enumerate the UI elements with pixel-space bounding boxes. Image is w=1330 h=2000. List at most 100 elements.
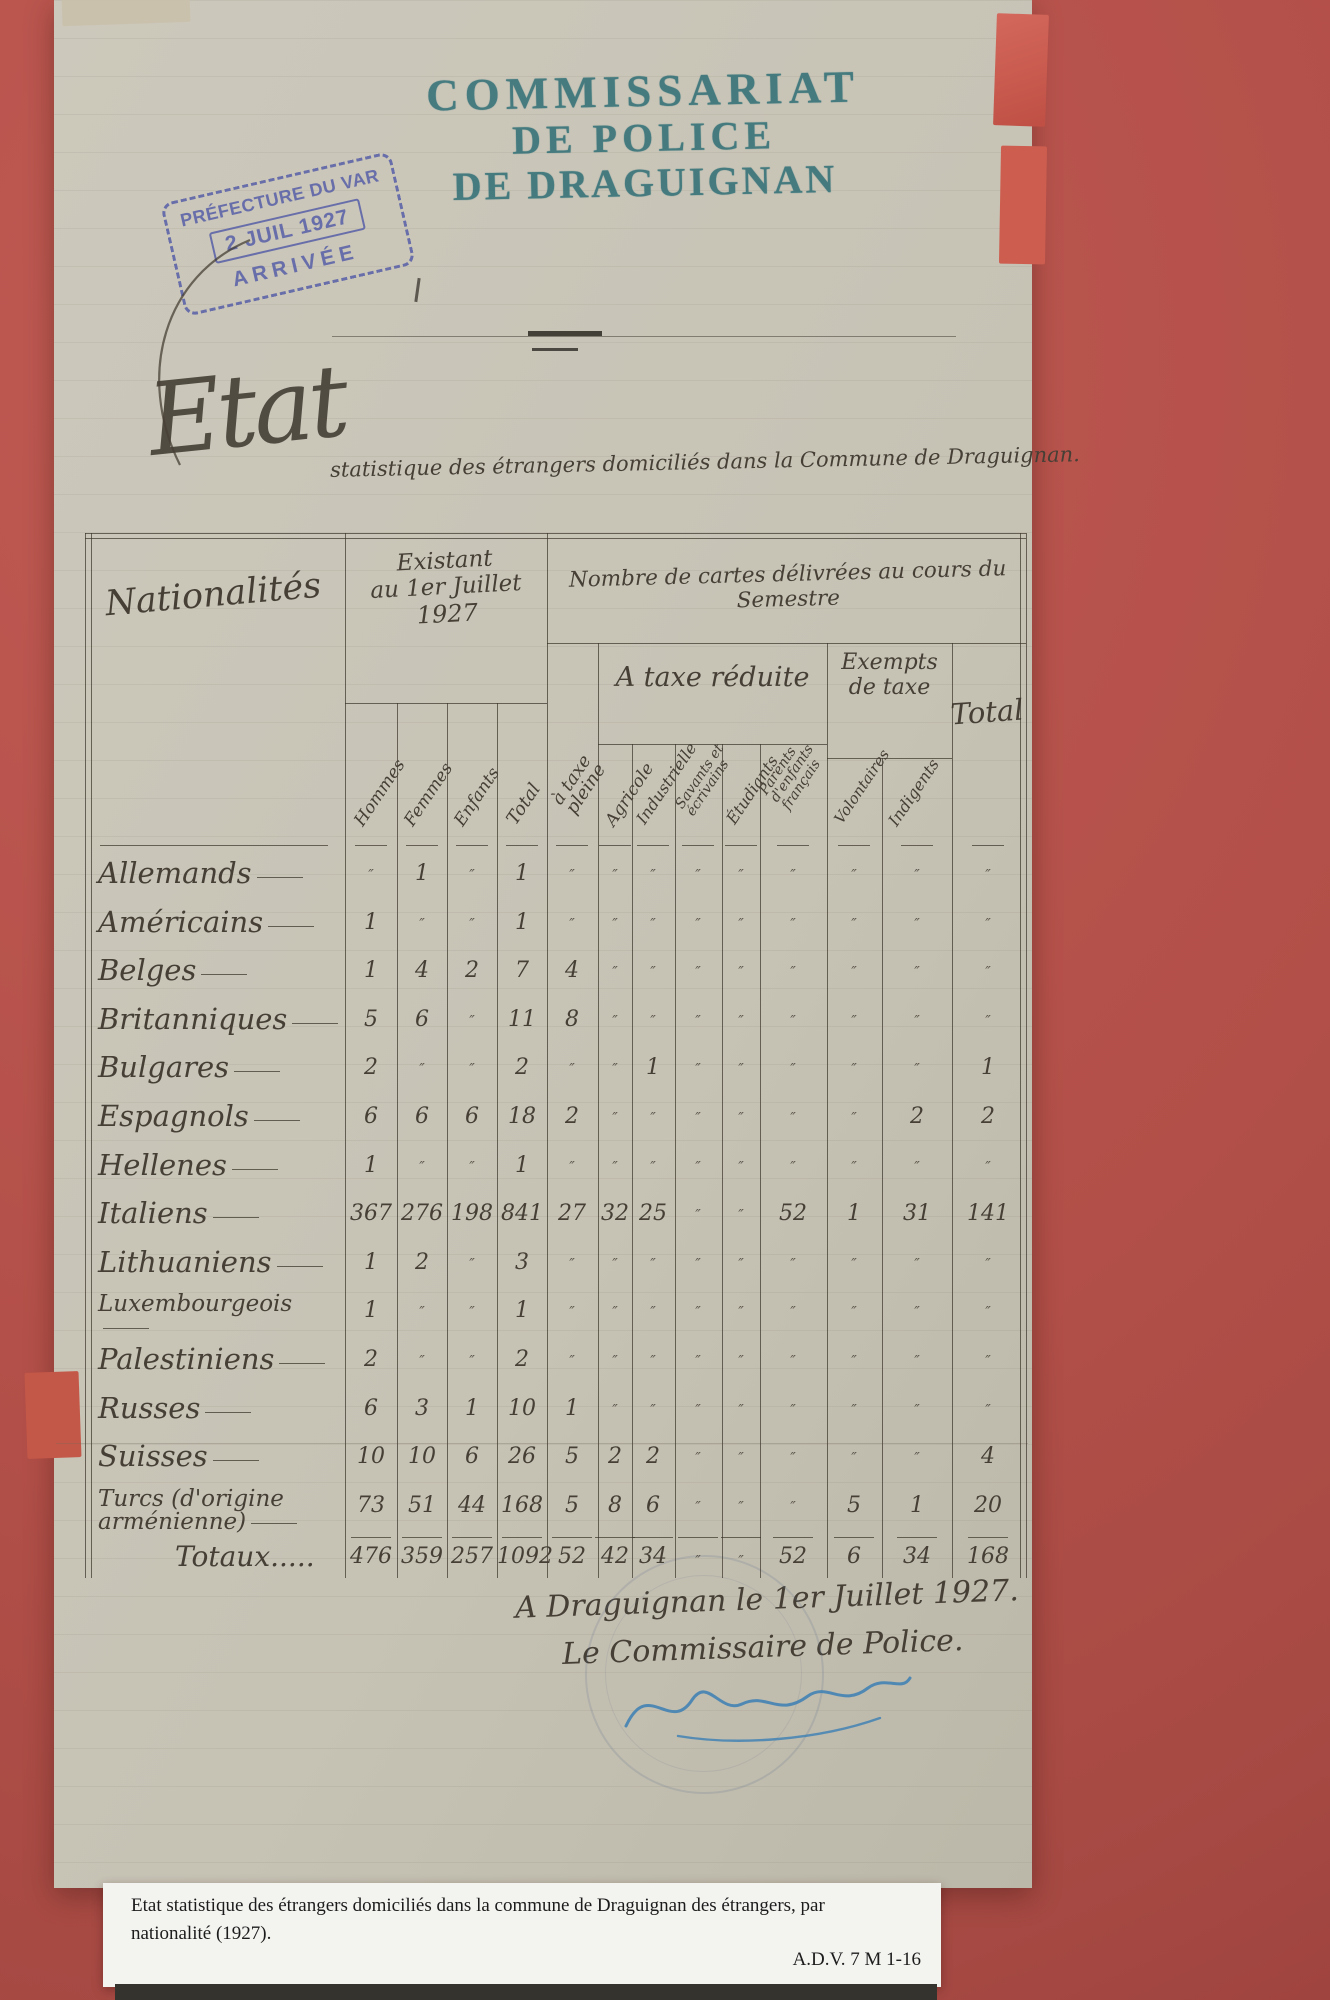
cell-value: 1 xyxy=(515,1298,529,1323)
cell-value: 2 xyxy=(415,1250,429,1275)
cell-value: 32 xyxy=(601,1201,629,1226)
cell-value: ″ xyxy=(790,1109,796,1127)
cell-value: ″ xyxy=(985,1303,991,1321)
header-exempt-line1: Exempts xyxy=(841,650,938,675)
header-underline xyxy=(100,845,328,847)
ink-mark xyxy=(414,277,421,303)
row-label: Espagnols xyxy=(98,1099,300,1133)
cell-value: 1 xyxy=(515,1153,529,1178)
cell-value: ″ xyxy=(650,915,656,933)
header-reduced-tax-group: A taxe réduite xyxy=(615,662,810,693)
cell-value: ″ xyxy=(738,866,744,884)
total-value: 359 xyxy=(401,1544,443,1569)
cell-value: ″ xyxy=(851,963,857,981)
cell-value: ″ xyxy=(419,1060,425,1078)
table-rule-vertical xyxy=(632,744,634,1578)
paper-crease xyxy=(56,1443,1028,1445)
cell-value: ″ xyxy=(738,915,744,933)
table-rule-vertical xyxy=(722,744,724,1578)
total-value: ″ xyxy=(695,1552,701,1570)
cell-value: 8 xyxy=(565,1007,579,1032)
cell-value: ″ xyxy=(469,1012,475,1030)
header-nationalities: Nationalités xyxy=(103,565,323,625)
header-underline xyxy=(406,845,438,847)
cell-value: ″ xyxy=(569,1060,575,1078)
column-header: à taxe pleine xyxy=(547,751,611,819)
cell-value: 7 xyxy=(515,958,529,983)
totals-overline xyxy=(402,1537,442,1539)
thick-dash xyxy=(528,331,602,336)
cell-value: 51 xyxy=(408,1493,436,1518)
cell-value: ″ xyxy=(612,963,618,981)
header-underline xyxy=(637,845,669,847)
cell-value: 5 xyxy=(565,1493,579,1518)
cell-value: 1 xyxy=(415,861,429,886)
cell-value: 10 xyxy=(408,1444,436,1469)
cell-value: 2 xyxy=(515,1347,529,1372)
total-value: 257 xyxy=(451,1544,493,1569)
total-value: 476 xyxy=(350,1544,392,1569)
table-rule-vertical xyxy=(497,703,499,1578)
cell-value: 6 xyxy=(465,1104,479,1129)
totals-overline xyxy=(773,1537,813,1539)
table-rule-horizontal xyxy=(85,533,1026,535)
header-exempt-group: Exempts de taxe xyxy=(827,650,952,700)
cell-value: ″ xyxy=(738,1401,744,1419)
cell-value: ″ xyxy=(612,1352,618,1370)
cell-value: ″ xyxy=(612,1109,618,1127)
header-underline xyxy=(355,845,387,847)
totals-overline xyxy=(502,1537,542,1539)
header-underline xyxy=(599,845,631,847)
cell-value: ″ xyxy=(612,915,618,933)
cell-value: ″ xyxy=(914,1158,920,1176)
cell-value: ″ xyxy=(612,1012,618,1030)
cell-value: 1 xyxy=(465,1396,479,1421)
cell-value: ″ xyxy=(790,866,796,884)
cell-value: ″ xyxy=(914,1012,920,1030)
cell-value: 4 xyxy=(415,958,429,983)
cell-value: 1 xyxy=(565,1396,579,1421)
cell-value: ″ xyxy=(695,1255,701,1273)
header-underline xyxy=(838,845,870,847)
cell-value: ″ xyxy=(985,1255,991,1273)
cell-value: ″ xyxy=(851,866,857,884)
cell-value: 44 xyxy=(458,1493,486,1518)
cell-value: ″ xyxy=(469,1060,475,1078)
totals-overline xyxy=(595,1537,635,1539)
table-rule-vertical xyxy=(882,758,884,1578)
header-underline xyxy=(777,845,809,847)
cell-value: ″ xyxy=(738,1060,744,1078)
table-rule-vertical xyxy=(675,744,677,1578)
cell-value: 1 xyxy=(646,1055,660,1080)
table-rule-horizontal xyxy=(547,643,1026,645)
caption-line1: Etat statistique des étrangers domicilié… xyxy=(131,1895,825,1916)
cell-value: 25 xyxy=(639,1201,667,1226)
cell-value: ″ xyxy=(738,1449,744,1467)
table-rule-vertical xyxy=(1026,533,1028,1578)
cell-value: ″ xyxy=(650,1012,656,1030)
cell-value: ″ xyxy=(469,1352,475,1370)
row-label: Bulgares xyxy=(98,1050,280,1084)
cell-value: ″ xyxy=(914,1352,920,1370)
cell-value: 73 xyxy=(357,1493,385,1518)
cell-value: ″ xyxy=(985,915,991,933)
row-label: Allemands xyxy=(98,856,303,890)
commissariat-stamp-line3: DE DRAGUIGNAN xyxy=(452,156,838,210)
row-label: Hellenes xyxy=(98,1148,278,1182)
cell-value: ″ xyxy=(851,1060,857,1078)
cell-value: ″ xyxy=(650,1158,656,1176)
row-label: Luxembourgeois xyxy=(98,1292,342,1340)
table-rule-horizontal xyxy=(827,758,952,760)
cell-value: ″ xyxy=(695,1109,701,1127)
cell-value: 31 xyxy=(903,1201,931,1226)
cell-value: 6 xyxy=(364,1104,378,1129)
cell-value: ″ xyxy=(569,915,575,933)
cell-value: 1 xyxy=(847,1201,861,1226)
cell-value: 141 xyxy=(967,1201,1009,1226)
cell-value: ″ xyxy=(851,1303,857,1321)
cell-value: ″ xyxy=(419,1303,425,1321)
cell-value: 2 xyxy=(364,1347,378,1372)
cell-value: 1 xyxy=(515,910,529,935)
header-existing-group: Existant au 1er Juillet 1927 xyxy=(343,543,549,633)
